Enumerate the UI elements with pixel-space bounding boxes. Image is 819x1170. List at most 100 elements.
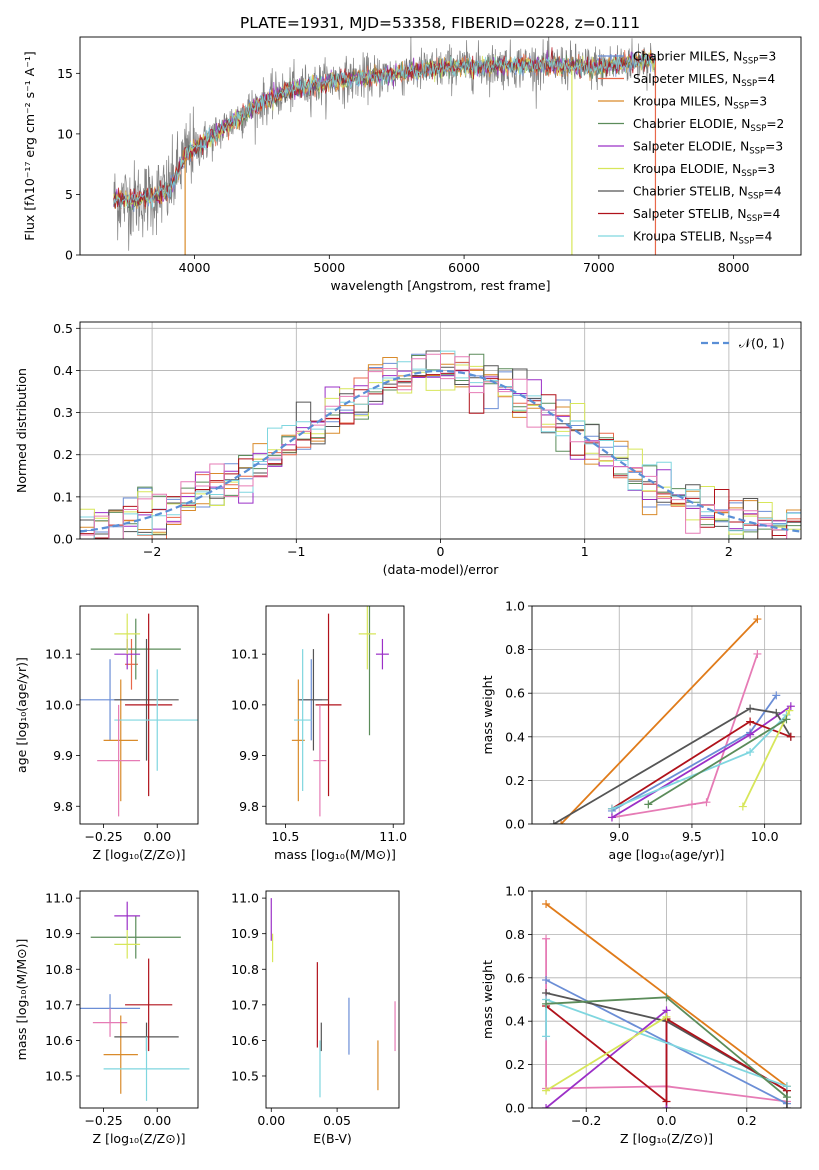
y-tick-label: 9.8: [239, 799, 259, 814]
y-tick-label: 0.2: [505, 773, 525, 788]
error-bar-point: [114, 638, 179, 761]
error-bar-point: [90, 618, 181, 680]
error-bar-point: [125, 958, 173, 1052]
y-tick-label: 10.9: [45, 926, 73, 941]
y-tick-label: 9.9: [239, 748, 259, 763]
error-bar-point: [103, 1015, 138, 1094]
y-tick-label: 0.1: [53, 489, 73, 504]
error-bar-point: [114, 613, 141, 655]
plot-area: [270, 898, 396, 1098]
legend-tail: =3: [749, 95, 767, 109]
x-tick-label: 4000: [179, 260, 211, 275]
y-tick-label: 10.8: [231, 962, 259, 977]
residual-histogram: [80, 364, 801, 539]
y-tick-label: 11.0: [231, 891, 259, 906]
legend-entry: Salpeter ELODIE, NSSP=3: [633, 140, 783, 157]
mass-weight-marker: [662, 1012, 671, 1021]
y-tick-label: 10.9: [231, 926, 259, 941]
x-tick-label: 0.2: [737, 1113, 757, 1128]
legend-subscript: SSP: [739, 237, 755, 247]
y-tick-label: 1.0: [505, 884, 525, 899]
residual-histogram: [80, 353, 801, 539]
error-bar-point: [103, 679, 138, 802]
panel-age_vs_mass: 10.5 11.0 9.8 9.9 10.0 10.1 mass [log₁₀(M/M⊙)]: [231, 605, 407, 862]
x-tick-label: −0.2: [571, 1113, 601, 1128]
mass-weight-marker: [662, 993, 671, 1002]
panel-spectrum: 4000 5000 6000 7000 8000 0 5 10 15 wavelength [An…: [22, 36, 802, 293]
mass-weight-marker: [549, 820, 558, 824]
y-tick-label: 0.4: [505, 729, 525, 744]
error-bar-point: [294, 649, 312, 792]
legend-text: Chabrier STELIB, N: [633, 185, 748, 199]
y-tick-label: 0.6: [505, 970, 525, 985]
panel-weight_vs_z: −0.2 0.0 0.2 0.0 0.2 0.4 0.6 0.8 1.0 Z [log₁₀(Z/Z…: [480, 884, 802, 1146]
legend-tail: =4: [754, 230, 772, 244]
axes-frame: [79, 321, 802, 540]
error-bar-point: [97, 704, 141, 817]
mass-weight-marker: [785, 706, 794, 715]
legend-entry: Salpeter STELIB, NSSP=4: [633, 207, 781, 224]
mass-weight-line: [611, 653, 759, 819]
error-bar-point: [313, 704, 327, 817]
legend-subscript: SSP: [733, 102, 749, 112]
legend-text: Salpeter MILES, N: [633, 72, 741, 86]
x-tick-label: 8000: [718, 260, 750, 275]
y-tick-label: 0.8: [505, 927, 525, 942]
legend-entry: Salpeter MILES, NSSP=4: [633, 72, 775, 89]
x-tick-label: 11.0: [379, 829, 407, 844]
y-tick-label: 0.5: [53, 321, 73, 336]
legend-text: Kroupa STELIB, N: [633, 230, 739, 244]
y-tick-label: 10.1: [45, 647, 73, 662]
panel-mass_vs_ebv: 0.00 0.05 10.5 10.6 10.7 10.8 10.9 11.0 E(B-V): [231, 890, 400, 1146]
axes-frame: [265, 605, 405, 825]
legend-text: Salpeter ELODIE, N: [633, 140, 749, 154]
mass-weight-marker: [746, 704, 755, 713]
y-axis-label: mass [log₁₀(M/M⊙)]: [14, 939, 29, 1061]
legend-subscript: SSP: [741, 169, 757, 179]
mass-weight-marker: [542, 1032, 551, 1041]
plot-area: [113, 37, 657, 255]
model-spectrum-line: [113, 53, 656, 209]
mass-weight-marker: [557, 820, 566, 824]
y-tick-label: 11.0: [45, 891, 73, 906]
legend-subscript: SSP: [748, 192, 764, 202]
mass-weight-marker: [542, 999, 551, 1008]
mass-weight-marker: [702, 798, 711, 807]
y-tick-label: 10: [57, 126, 73, 141]
x-tick-label: 9.5: [682, 829, 702, 844]
mass-weight-marker: [786, 702, 795, 711]
error-bar-point: [125, 613, 173, 797]
mass-weight-marker: [772, 708, 781, 717]
legend-subscript: SSP: [741, 79, 757, 89]
y-axis-label: Normed distribution: [14, 368, 29, 493]
legend-entry: Kroupa ELODIE, NSSP=3: [633, 162, 775, 179]
x-axis-label: mass [log₁₀(M/M⊙)]: [274, 847, 396, 862]
legend-entry: Kroupa STELIB, NSSP=4: [633, 230, 773, 247]
y-tick-label: 15: [57, 66, 73, 81]
mass-weight-marker: [738, 802, 747, 811]
legend-entry: Kroupa MILES, NSSP=3: [633, 95, 767, 112]
mass-weight-marker: [782, 715, 791, 724]
y-tick-label: 0.6: [505, 686, 525, 701]
mass-weight-marker: [542, 900, 551, 909]
y-tick-label: 0: [65, 248, 73, 263]
y-tick-label: 0.0: [505, 1101, 525, 1116]
x-tick-label: 0.0: [657, 1113, 677, 1128]
mass-weight-line: [545, 1016, 667, 1092]
mass-weight-marker: [542, 975, 551, 984]
y-tick-label: 5: [65, 187, 73, 202]
y-axis-label: mass weight: [480, 960, 495, 1039]
legend-subscript: SSP: [750, 124, 766, 134]
mass-weight-line: [545, 1008, 668, 1108]
plot-area: [532, 606, 801, 824]
mass-weight-marker: [786, 732, 795, 741]
x-tick-label: 0: [437, 544, 445, 559]
plot-area: [80, 901, 190, 1101]
x-tick-label: 9.0: [609, 829, 629, 844]
error-bar-point: [114, 901, 141, 931]
mass-weight-marker: [542, 934, 551, 943]
plot-area: [532, 891, 801, 1108]
error-bar-point: [298, 649, 329, 751]
legend-tail: =3: [757, 162, 775, 176]
